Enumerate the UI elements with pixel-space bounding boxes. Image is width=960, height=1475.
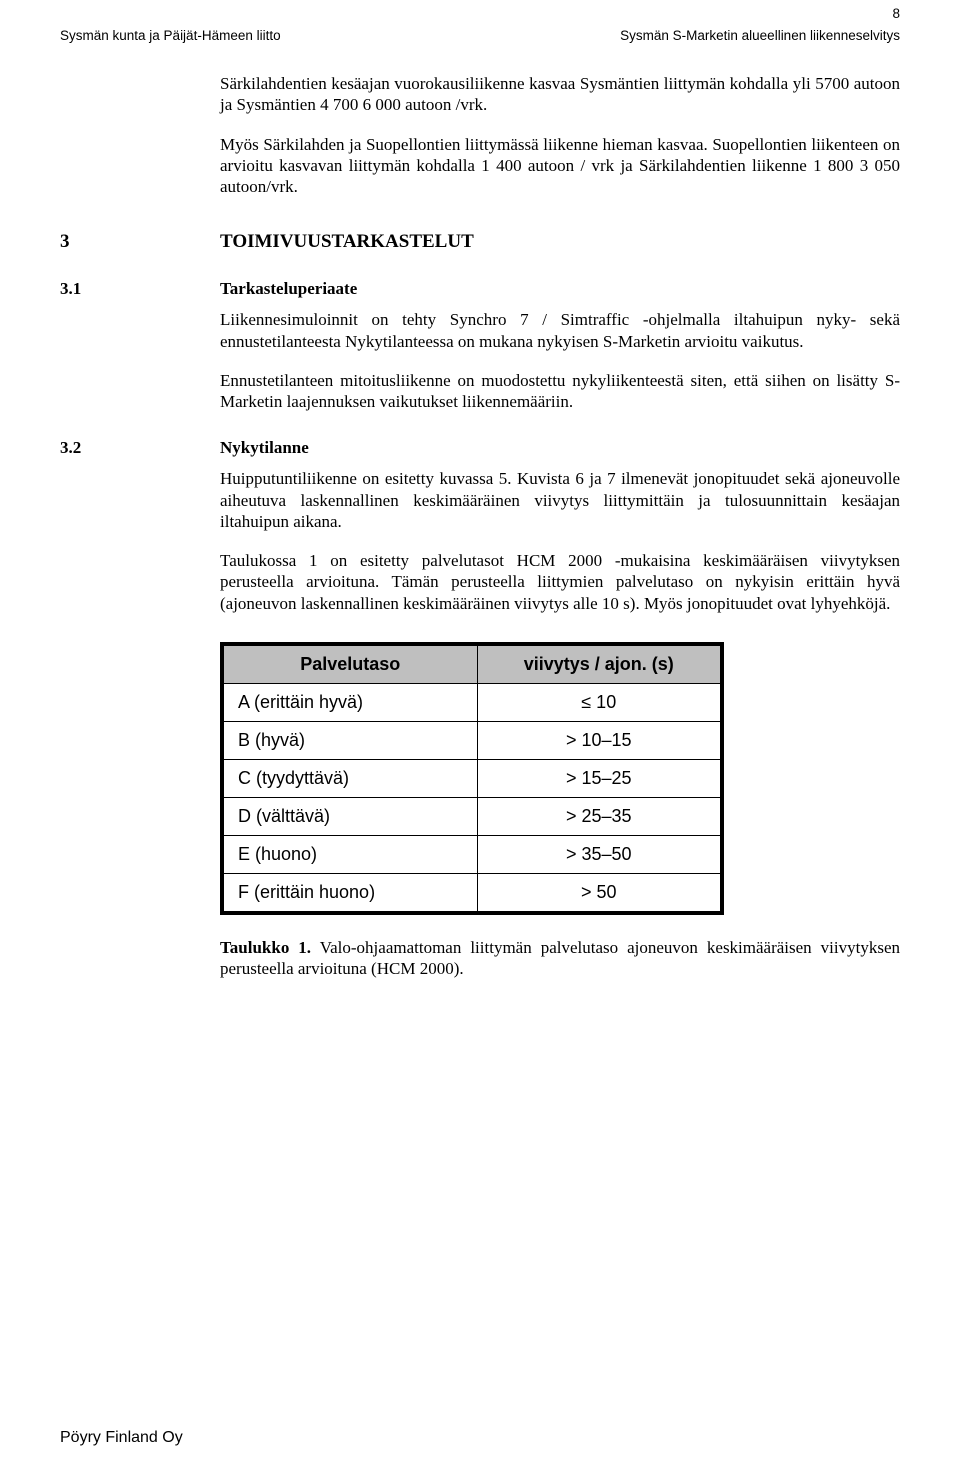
caption-text: Valo-ohjaamattoman liittymän palvelutaso…	[220, 938, 900, 978]
table-header-cell: Palvelutaso	[222, 644, 477, 684]
section-number: 3	[60, 231, 220, 253]
service-level-table: Palvelutasoviivytys / ajon. (s)A (erittä…	[220, 642, 724, 915]
subsection-number: 3.2	[60, 438, 220, 458]
service-level-table-wrap: Palvelutasoviivytys / ajon. (s)A (erittä…	[220, 642, 900, 915]
page-footer: Pöyry Finland Oy	[60, 1429, 183, 1447]
table-1-caption: Taulukko 1. Valo-ohjaamattoman liittymän…	[220, 937, 900, 980]
table-cell: > 35–50	[477, 835, 722, 873]
table-header-cell: viivytys / ajon. (s)	[477, 644, 722, 684]
table-cell: > 10–15	[477, 721, 722, 759]
table-cell: B (hyvä)	[222, 721, 477, 759]
table-cell: > 50	[477, 873, 722, 913]
section-3-2-heading: 3.2 Nykytilanne	[60, 438, 900, 458]
section-title: TOIMIVUUSTARKASTELUT	[220, 231, 474, 253]
subsection-title: Tarkasteluperiaate	[220, 279, 357, 299]
body-paragraph: Liikennesimuloinnit on tehty Synchro 7 /…	[220, 309, 900, 352]
section-3-1-body: Liikennesimuloinnit on tehty Synchro 7 /…	[220, 309, 900, 412]
intro-block: Särkilahdentien kesäajan vuorokausiliike…	[220, 73, 900, 197]
table-cell: > 15–25	[477, 759, 722, 797]
page-number: 8	[892, 6, 900, 21]
table-cell: E (huono)	[222, 835, 477, 873]
section-3-1-heading: 3.1 Tarkasteluperiaate	[60, 279, 900, 299]
table-cell: C (tyydyttävä)	[222, 759, 477, 797]
intro-paragraph: Myös Särkilahden ja Suopellontien liitty…	[220, 134, 900, 198]
section-3-2-body: Huipputuntiliikenne on esitetty kuvassa …	[220, 468, 900, 614]
subsection-number: 3.1	[60, 279, 220, 299]
body-paragraph: Huipputuntiliikenne on esitetty kuvassa …	[220, 468, 900, 532]
header-right: Sysmän S-Marketin alueellinen liikennese…	[620, 28, 900, 43]
table-cell: A (erittäin hyvä)	[222, 683, 477, 721]
caption-label: Taulukko 1.	[220, 938, 311, 957]
body-paragraph: Taulukossa 1 on esitetty palvelutasot HC…	[220, 550, 900, 614]
header-left: Sysmän kunta ja Päijät-Hämeen liitto	[60, 28, 281, 43]
table-cell: ≤ 10	[477, 683, 722, 721]
page-header: Sysmän kunta ja Päijät-Hämeen liitto Sys…	[60, 28, 900, 43]
table-cell: F (erittäin huono)	[222, 873, 477, 913]
subsection-title: Nykytilanne	[220, 438, 309, 458]
table-cell: > 25–35	[477, 797, 722, 835]
body-paragraph: Ennustetilanteen mitoitusliikenne on muo…	[220, 370, 900, 413]
intro-paragraph: Särkilahdentien kesäajan vuorokausiliike…	[220, 73, 900, 116]
document-page: 8 Sysmän kunta ja Päijät-Hämeen liitto S…	[0, 0, 960, 1475]
section-3-heading: 3 TOIMIVUUSTARKASTELUT	[60, 231, 900, 253]
table-cell: D (välttävä)	[222, 797, 477, 835]
